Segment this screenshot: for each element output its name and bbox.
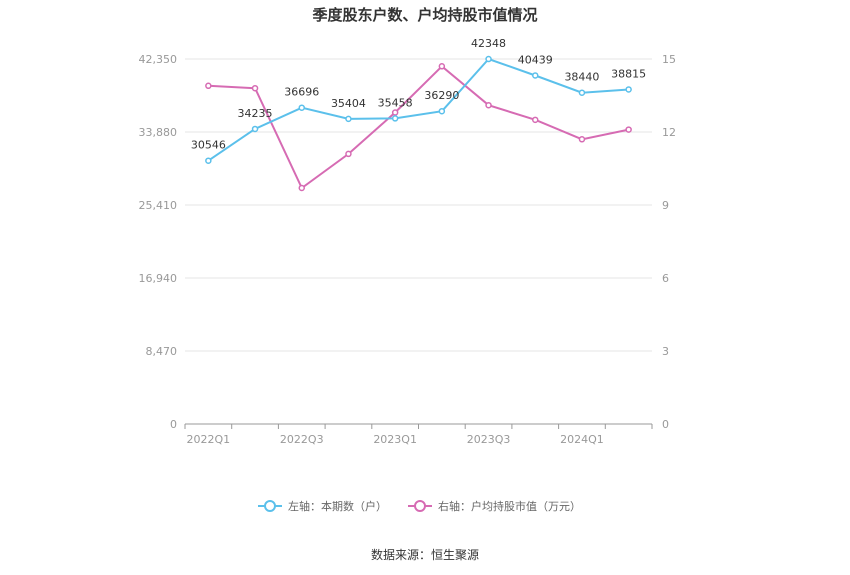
x-tick-label: 2024Q1: [560, 433, 604, 446]
holders-point[interactable]: [251, 125, 259, 133]
avg-value-point[interactable]: [205, 82, 212, 90]
left-axis: 0 8,470 16,940 25,410 33,880 42,350: [139, 53, 178, 431]
holders-data-label: 38815: [611, 67, 646, 80]
right-tick-label: 3: [662, 345, 669, 358]
left-tick-label: 16,940: [139, 272, 178, 285]
holders-series-line: [207, 57, 629, 162]
x-tick-label: 2022Q1: [187, 433, 231, 446]
right-axis: 0 3 6 9 12 15: [662, 53, 676, 431]
chart-title: 季度股东户数、户均持股市值情况: [312, 6, 537, 24]
left-tick-label: 42,350: [139, 53, 178, 66]
holders-point[interactable]: [625, 86, 632, 93]
x-axis: 2022Q1 2022Q3 2023Q1 2023Q3 2024Q1: [184, 423, 653, 446]
avg-value-point[interactable]: [298, 184, 305, 192]
grid-lines: [185, 58, 652, 352]
holders-data-label: 38440: [564, 71, 599, 84]
legend-item-avg-value[interactable]: 右轴：户均持股市值（万元）: [408, 499, 581, 513]
legend-item-holders[interactable]: 左轴：本期数（户）: [258, 499, 387, 513]
holders-point[interactable]: [391, 115, 399, 122]
holders-point[interactable]: [578, 89, 586, 96]
right-tick-label: 12: [662, 126, 676, 139]
holders-data-label: 35404: [331, 97, 366, 110]
series-group: 30546 34235 36696 35404 35458 36290 42348 40439…: [191, 37, 646, 192]
right-tick-label: 15: [662, 53, 676, 66]
legend-label: 右轴：户均持股市值（万元）: [438, 499, 581, 513]
x-tick-label: 2023Q1: [373, 433, 417, 446]
holders-point[interactable]: [532, 72, 539, 79]
holders-data-label: 35458: [378, 96, 413, 109]
holders-data-label: 40439: [518, 53, 553, 66]
avg-value-point[interactable]: [578, 136, 586, 143]
legend-marker-icon: [264, 500, 276, 512]
x-tick-label: 2023Q3: [467, 433, 511, 446]
avg-value-point[interactable]: [625, 126, 632, 133]
avg-value-series-line: [208, 64, 629, 190]
holders-point[interactable]: [485, 55, 492, 63]
right-tick-label: 0: [662, 418, 669, 431]
holders-data-label: 36290: [424, 89, 459, 102]
right-tick-label: 9: [662, 199, 669, 212]
left-tick-label: 33,880: [139, 126, 178, 139]
legend-marker-icon: [414, 500, 426, 512]
source-note: 数据来源：恒生聚源: [371, 547, 479, 562]
holders-data-label: 36696: [284, 86, 319, 99]
left-tick-label: 25,410: [139, 199, 178, 212]
left-tick-label: 0: [170, 418, 177, 431]
holders-point[interactable]: [345, 115, 352, 123]
holders-point[interactable]: [438, 107, 446, 115]
x-tick-label: 2022Q3: [280, 433, 324, 446]
holders-point[interactable]: [298, 104, 305, 111]
holders-point[interactable]: [205, 157, 212, 164]
holders-data-label: 42348: [471, 37, 506, 50]
avg-value-point[interactable]: [438, 63, 446, 70]
avg-value-point[interactable]: [485, 101, 492, 109]
right-tick-label: 6: [662, 272, 669, 285]
avg-value-point[interactable]: [251, 84, 259, 92]
holders-data-label: 34235: [238, 107, 273, 120]
legend-label: 左轴：本期数（户）: [288, 499, 387, 513]
legend[interactable]: 左轴：本期数（户） 右轴：户均持股市值（万元）: [258, 499, 581, 513]
holders-data-label: 30546: [191, 139, 226, 152]
avg-value-point[interactable]: [391, 109, 399, 116]
avg-value-point[interactable]: [532, 116, 539, 124]
avg-value-point[interactable]: [345, 150, 352, 158]
left-tick-label: 8,470: [146, 345, 178, 358]
